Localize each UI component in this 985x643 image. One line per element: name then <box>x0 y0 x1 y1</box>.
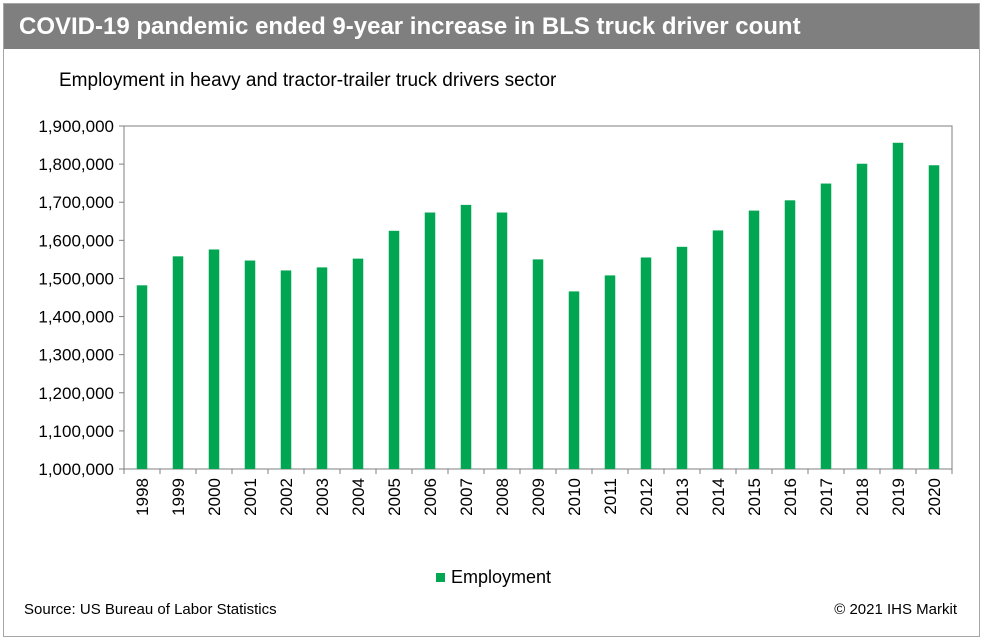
copyright-note: © 2021 IHS Markit <box>834 601 957 618</box>
bar-2015 <box>748 210 760 469</box>
bar-2006 <box>424 212 436 470</box>
x-tick-label-2013: 2013 <box>673 478 692 516</box>
y-tick-label: 1,200,000 <box>38 384 114 403</box>
bar-2003 <box>316 267 328 469</box>
x-tick-label-2001: 2001 <box>241 478 260 516</box>
bar-2018 <box>856 163 868 470</box>
bar-2002 <box>280 270 292 469</box>
bar-2007 <box>460 204 472 469</box>
y-tick-label: 1,300,000 <box>38 346 114 365</box>
x-tick-label-2011: 2011 <box>601 478 620 515</box>
chart-legend: Employment <box>436 567 551 588</box>
bar-2011 <box>604 275 616 469</box>
bar-2014 <box>712 230 724 469</box>
bar-2012 <box>640 257 652 469</box>
x-tick-label-2012: 2012 <box>637 478 656 516</box>
x-tick-label-2019: 2019 <box>889 478 908 516</box>
x-tick-label-2005: 2005 <box>385 478 404 516</box>
bar-2001 <box>244 260 256 469</box>
bar-2019 <box>892 142 904 469</box>
legend-label: Employment <box>451 567 552 587</box>
x-tick-label-2004: 2004 <box>349 478 368 516</box>
bar-2013 <box>676 246 688 469</box>
x-tick-label-1998: 1998 <box>133 478 152 516</box>
bar-2008 <box>496 212 508 470</box>
x-tick-label-2002: 2002 <box>277 478 296 516</box>
legend-swatch <box>436 573 445 582</box>
y-tick-label: 1,600,000 <box>38 231 114 250</box>
bar-2020 <box>928 165 940 469</box>
bar-1998 <box>136 285 148 469</box>
x-tick-label-2007: 2007 <box>457 478 476 516</box>
chart-frame: COVID-19 pandemic ended 9-year increase … <box>3 3 980 637</box>
bar-2000 <box>208 249 220 469</box>
y-tick-label: 1,000,000 <box>38 460 114 479</box>
y-tick-label: 1,400,000 <box>38 308 114 327</box>
bar-2017 <box>820 183 832 469</box>
x-tick-label-2015: 2015 <box>745 478 764 516</box>
x-tick-label-2006: 2006 <box>421 478 440 516</box>
y-tick-label: 1,500,000 <box>38 269 114 288</box>
bar-2010 <box>568 291 580 469</box>
x-tick-label-2009: 2009 <box>529 478 548 516</box>
chart-subtitle: Employment in heavy and tractor-trailer … <box>59 70 557 91</box>
bar-2005 <box>388 230 400 469</box>
x-tick-label-2016: 2016 <box>781 478 800 516</box>
bar-1999 <box>172 256 184 469</box>
x-tick-label-2017: 2017 <box>817 478 836 516</box>
bar-2016 <box>784 200 796 470</box>
x-tick-label-2000: 2000 <box>205 478 224 516</box>
bar-2004 <box>352 258 364 469</box>
bar-2009 <box>532 259 544 469</box>
x-tick-label-2008: 2008 <box>493 478 512 516</box>
x-tick-label-2020: 2020 <box>925 478 944 516</box>
bar-chart: 1,000,000 1,100,000 1,200,000 1,300,000 1,40… <box>38 117 953 516</box>
y-tick-label: 1,100,000 <box>38 422 114 441</box>
y-tick-label: 1,700,000 <box>38 193 114 212</box>
x-tick-label-2003: 2003 <box>313 478 332 516</box>
source-note: Source: US Bureau of Labor Statistics <box>24 601 277 618</box>
y-tick-label: 1,800,000 <box>38 155 114 174</box>
x-tick-label-2014: 2014 <box>709 478 728 516</box>
page-title: COVID-19 pandemic ended 9-year increase … <box>4 4 979 49</box>
x-tick-label-2018: 2018 <box>853 478 872 516</box>
y-tick-label: 1,900,000 <box>38 117 114 136</box>
x-tick-label-1999: 1999 <box>169 478 188 516</box>
x-tick-label-2010: 2010 <box>565 478 584 516</box>
